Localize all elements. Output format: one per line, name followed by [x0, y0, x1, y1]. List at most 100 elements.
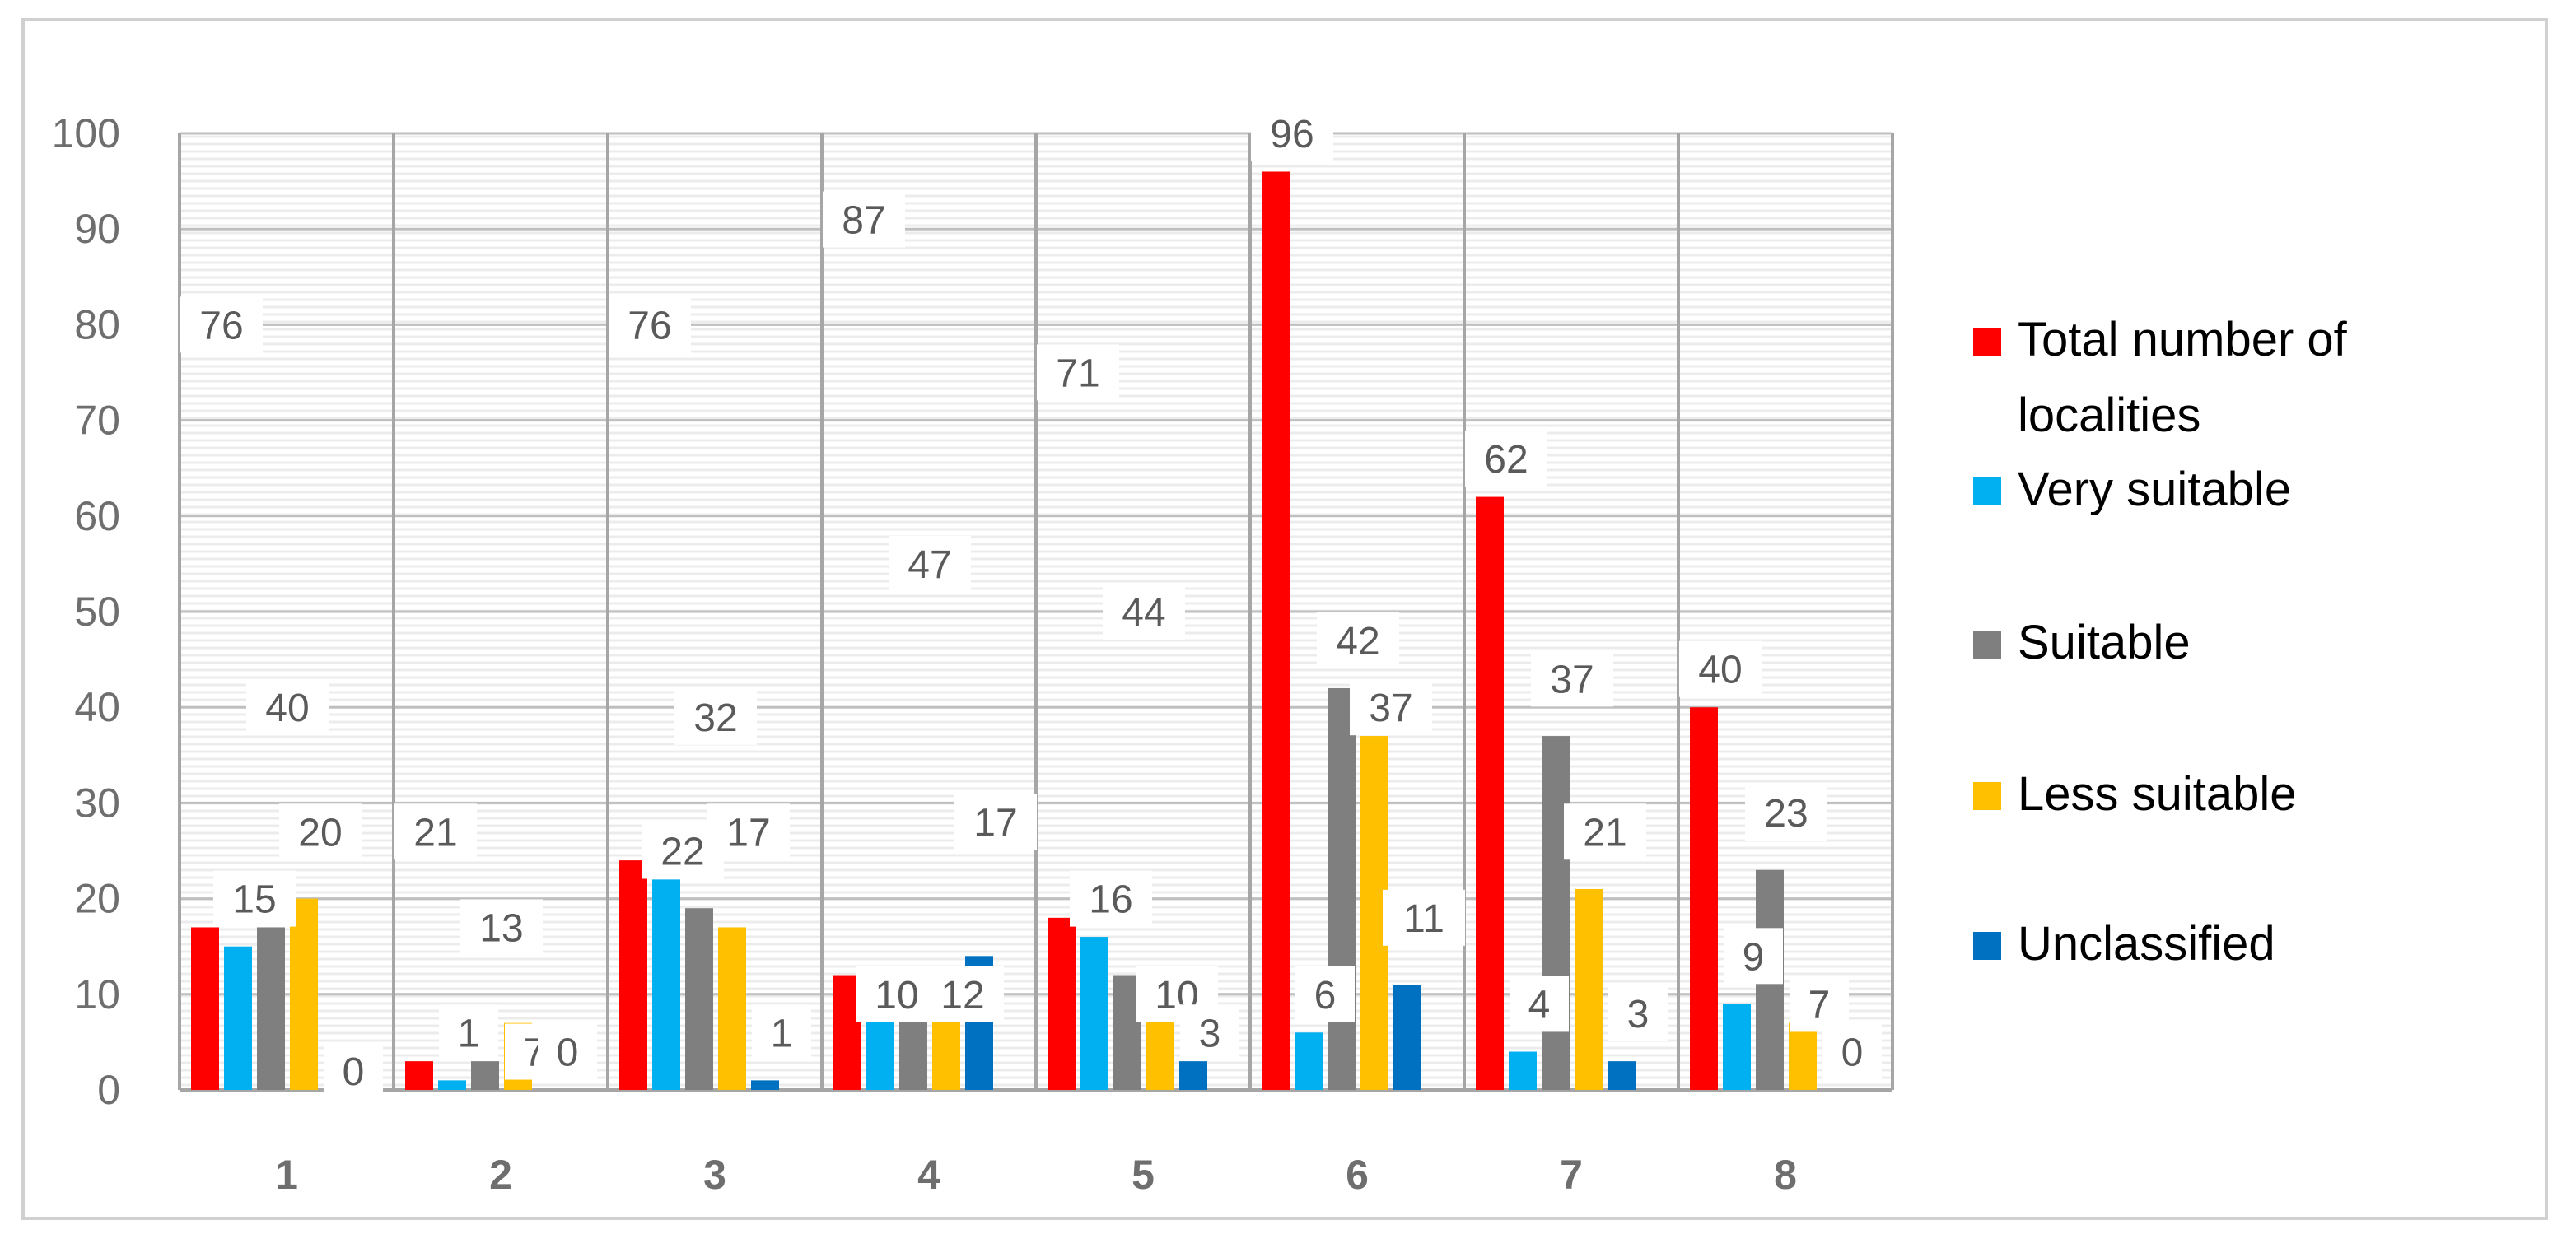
bar — [1179, 1061, 1207, 1090]
data-label-box — [460, 899, 543, 956]
data-label: 37 — [1550, 658, 1594, 701]
data-label-box — [1465, 431, 1547, 487]
bar — [751, 1080, 779, 1090]
bar — [1048, 917, 1076, 1090]
bar — [224, 946, 252, 1090]
legend-label: Unclassified — [2018, 917, 2275, 971]
legend-swatch — [1973, 477, 2001, 505]
data-label-box — [1608, 985, 1668, 1042]
data-label: 32 — [693, 696, 737, 740]
data-label: 42 — [1336, 620, 1379, 664]
y-tick-label: 70 — [74, 398, 120, 444]
y-tick-label: 60 — [74, 493, 120, 539]
bar — [652, 879, 680, 1090]
data-label: 13 — [479, 906, 523, 950]
data-label-box — [889, 535, 971, 592]
x-category-label: 4 — [917, 1152, 940, 1198]
bar — [1080, 937, 1108, 1090]
bar — [1328, 687, 1356, 1090]
y-tick-label: 10 — [74, 971, 120, 1017]
data-label: 9 — [1743, 935, 1765, 979]
data-label-box — [1724, 928, 1783, 985]
bar — [1509, 1051, 1537, 1090]
y-tick-label: 90 — [74, 206, 120, 252]
data-label: 40 — [265, 687, 309, 730]
x-category-label: 2 — [489, 1152, 512, 1198]
bar — [1690, 707, 1718, 1090]
legend-swatch — [1973, 932, 2001, 960]
data-label-box — [1679, 640, 1762, 697]
data-label: 3 — [1627, 993, 1650, 1036]
bar — [619, 860, 647, 1090]
bar — [1476, 496, 1504, 1090]
data-label-box — [1295, 966, 1355, 1022]
bar — [685, 908, 713, 1090]
data-label-box — [1790, 976, 1849, 1032]
x-category-label: 3 — [703, 1152, 726, 1198]
bar — [1542, 736, 1570, 1090]
bar — [1608, 1061, 1636, 1090]
data-label-box — [324, 1042, 383, 1099]
data-label-box — [394, 803, 477, 860]
data-label-box — [1745, 785, 1827, 841]
bar — [1789, 1022, 1817, 1090]
data-label: 23 — [1764, 792, 1808, 836]
data-label: 21 — [1583, 811, 1626, 855]
data-label: 96 — [1270, 113, 1314, 156]
data-label: 0 — [343, 1050, 365, 1094]
data-label: 11 — [1403, 897, 1444, 941]
data-label-box — [674, 688, 757, 745]
data-label: 21 — [413, 811, 457, 855]
data-label: 16 — [1089, 878, 1132, 922]
data-label: 37 — [1369, 687, 1412, 730]
data-label: 44 — [1122, 591, 1165, 635]
data-label-box — [823, 191, 905, 248]
legend-label: Total number of — [2018, 313, 2348, 366]
data-label-box — [752, 1004, 811, 1061]
x-category-label: 7 — [1560, 1152, 1583, 1198]
legend-label: Less suitable — [2018, 767, 2297, 821]
bar — [290, 898, 318, 1090]
data-label-box — [439, 1004, 498, 1061]
legend-label: localities — [2018, 389, 2200, 442]
data-label-box — [1251, 105, 1333, 161]
data-label-box — [922, 966, 1004, 1022]
bar — [1393, 985, 1421, 1090]
bar — [1723, 1004, 1751, 1090]
data-label: 47 — [908, 543, 951, 587]
data-label: 15 — [232, 878, 276, 922]
data-label-box — [213, 870, 296, 927]
data-label: 17 — [726, 811, 770, 855]
data-label: 22 — [660, 831, 704, 874]
data-label-box — [246, 679, 329, 736]
bar — [1575, 888, 1603, 1090]
data-label: 0 — [1841, 1031, 1864, 1075]
bar — [1295, 1032, 1323, 1090]
bar — [438, 1080, 466, 1090]
data-label-box — [707, 803, 790, 860]
data-label-box — [1180, 1004, 1239, 1061]
bar — [718, 927, 746, 1090]
x-category-label: 8 — [1774, 1152, 1797, 1198]
data-label: 6 — [1314, 974, 1337, 1017]
data-label: 4 — [1528, 983, 1551, 1027]
y-tick-label: 30 — [74, 780, 120, 826]
data-label: 40 — [1698, 649, 1742, 692]
data-label-box — [1037, 344, 1119, 401]
data-label: 17 — [973, 802, 1017, 845]
y-tick-label: 50 — [74, 589, 120, 635]
bar — [257, 927, 285, 1090]
data-label-box — [1317, 612, 1399, 668]
data-label: 10 — [875, 974, 918, 1017]
data-label-box — [1822, 1023, 1882, 1080]
data-label-box — [1070, 870, 1152, 927]
data-label: 62 — [1484, 438, 1528, 482]
data-label-box — [1531, 650, 1613, 707]
x-category-label: 1 — [275, 1152, 298, 1198]
bar — [1262, 171, 1290, 1091]
x-category-label: 5 — [1132, 1152, 1155, 1198]
data-label: 1 — [458, 1012, 480, 1055]
data-label-box — [279, 803, 362, 860]
data-label-box — [1103, 584, 1185, 640]
